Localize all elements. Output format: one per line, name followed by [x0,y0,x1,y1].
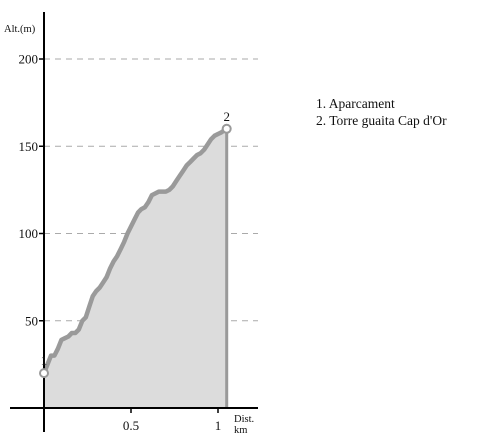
legend: 1. Aparcament 2. Torre guaita Cap d'Or [316,95,447,129]
x-tick-label-0.5: 0.5 [123,418,139,433]
legend-item-2: 2. Torre guaita Cap d'Or [316,113,447,128]
x-tick-label-1: 1 [215,418,222,433]
elevation-area [44,128,227,409]
waypoint-marker-1 [39,368,49,379]
y-tick-label-150: 150 [19,139,39,154]
y-ticks: 50 100 150 200 [19,52,44,328]
x-ticks: 0.5 1 [123,408,221,433]
y-tick-label-200: 200 [19,52,39,67]
legend-item-1: 1. Aparcament [316,96,395,111]
waypoint-label-2: 2 [223,109,230,124]
waypoint-label-1: 1 [41,353,48,368]
x-axis-label-dist: Dist. [234,414,254,425]
elevation-line [41,126,229,376]
y-axis-label: Alt.(m) [4,24,36,35]
y-tick-label-100: 100 [19,226,39,241]
y-tick-label-50: 50 [25,313,38,328]
x-axis-label-unit: km [234,425,247,436]
waypoints: 12 [39,109,232,379]
waypoint-marker-2 [221,123,232,134]
